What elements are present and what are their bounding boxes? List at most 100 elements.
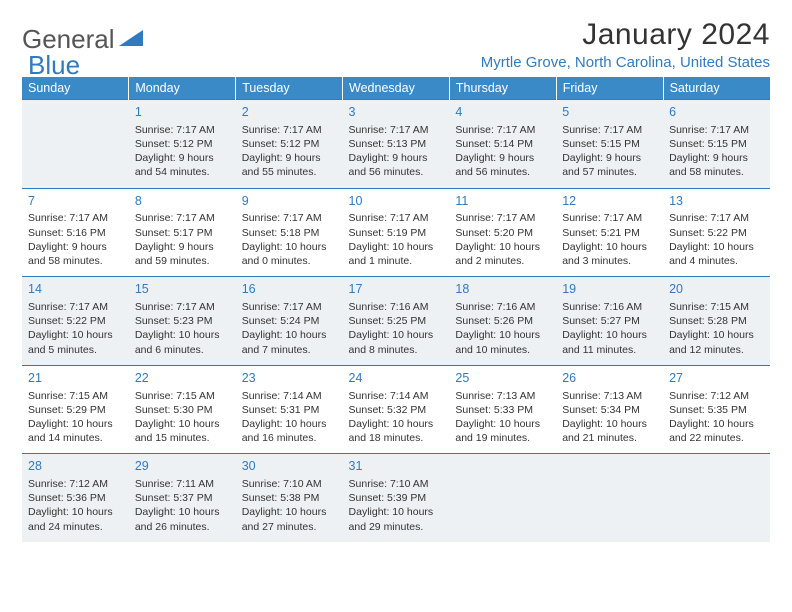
daylight-text: and 57 minutes.: [562, 165, 657, 179]
day-cell: 18Sunrise: 7:16 AMSunset: 5:26 PMDayligh…: [449, 277, 556, 366]
daylight-text: and 19 minutes.: [455, 431, 550, 445]
sunrise-text: Sunrise: 7:16 AM: [562, 300, 657, 314]
day-cell: 27Sunrise: 7:12 AMSunset: 5:35 PMDayligh…: [663, 365, 770, 454]
daylight-text: Daylight: 10 hours: [135, 328, 230, 342]
week-row: 21Sunrise: 7:15 AMSunset: 5:29 PMDayligh…: [22, 365, 770, 454]
daylight-text: Daylight: 10 hours: [349, 328, 444, 342]
day-number: 3: [349, 104, 444, 121]
daylight-text: Daylight: 9 hours: [669, 151, 764, 165]
daylight-text: Daylight: 9 hours: [455, 151, 550, 165]
daylight-text: and 14 minutes.: [28, 431, 123, 445]
day-cell: [556, 454, 663, 542]
day-cell: 5Sunrise: 7:17 AMSunset: 5:15 PMDaylight…: [556, 100, 663, 189]
daylight-text: Daylight: 10 hours: [242, 505, 337, 519]
weekday-header: Monday: [129, 77, 236, 100]
day-number: 24: [349, 370, 444, 387]
day-cell: 11Sunrise: 7:17 AMSunset: 5:20 PMDayligh…: [449, 188, 556, 277]
daylight-text: and 10 minutes.: [455, 343, 550, 357]
day-cell: 17Sunrise: 7:16 AMSunset: 5:25 PMDayligh…: [343, 277, 450, 366]
sunset-text: Sunset: 5:22 PM: [28, 314, 123, 328]
sunrise-text: Sunrise: 7:10 AM: [349, 477, 444, 491]
logo-word2: Blue: [28, 50, 80, 81]
day-number: 15: [135, 281, 230, 298]
day-cell: 8Sunrise: 7:17 AMSunset: 5:17 PMDaylight…: [129, 188, 236, 277]
day-cell: [449, 454, 556, 542]
sunrise-text: Sunrise: 7:17 AM: [669, 123, 764, 137]
daylight-text: Daylight: 9 hours: [242, 151, 337, 165]
sunrise-text: Sunrise: 7:15 AM: [28, 389, 123, 403]
day-number: 18: [455, 281, 550, 298]
sunset-text: Sunset: 5:26 PM: [455, 314, 550, 328]
sunrise-text: Sunrise: 7:17 AM: [349, 211, 444, 225]
daylight-text: Daylight: 10 hours: [455, 328, 550, 342]
sunrise-text: Sunrise: 7:17 AM: [242, 211, 337, 225]
daylight-text: Daylight: 10 hours: [669, 328, 764, 342]
daylight-text: Daylight: 10 hours: [349, 505, 444, 519]
sunrise-text: Sunrise: 7:17 AM: [562, 123, 657, 137]
day-cell: 19 Sunrise: 7:16 AMSunset: 5:27 PMDayligh…: [556, 277, 663, 366]
sunset-text: Sunset: 5:39 PM: [349, 491, 444, 505]
daylight-text: Daylight: 10 hours: [28, 417, 123, 431]
sunset-text: Sunset: 5:24 PM: [242, 314, 337, 328]
sunrise-text: Sunrise: 7:17 AM: [242, 300, 337, 314]
sunset-text: Sunset: 5:16 PM: [28, 226, 123, 240]
sunset-text: Sunset: 5:15 PM: [669, 137, 764, 151]
title-block: January 2024 Myrtle Grove, North Carolin…: [481, 18, 770, 71]
day-cell: 2Sunrise: 7:17 AMSunset: 5:12 PMDaylight…: [236, 100, 343, 189]
day-number: 9: [242, 193, 337, 210]
day-cell: [663, 454, 770, 542]
daylight-text: Daylight: 10 hours: [28, 328, 123, 342]
day-cell: 28Sunrise: 7:12 AMSunset: 5:36 PMDayligh…: [22, 454, 129, 542]
sunrise-text: Sunrise: 7:17 AM: [242, 123, 337, 137]
daylight-text: and 7 minutes.: [242, 343, 337, 357]
daylight-text: and 24 minutes.: [28, 520, 123, 534]
sunset-text: Sunset: 5:35 PM: [669, 403, 764, 417]
daylight-text: Daylight: 10 hours: [135, 417, 230, 431]
daylight-text: Daylight: 9 hours: [349, 151, 444, 165]
day-number: 19: [562, 281, 657, 298]
day-number: 31: [349, 458, 444, 475]
daylight-text: Daylight: 10 hours: [455, 240, 550, 254]
day-cell: 10Sunrise: 7:17 AMSunset: 5:19 PMDayligh…: [343, 188, 450, 277]
daylight-text: Daylight: 10 hours: [349, 417, 444, 431]
daylight-text: and 29 minutes.: [349, 520, 444, 534]
sunset-text: Sunset: 5:36 PM: [28, 491, 123, 505]
sunset-text: Sunset: 5:29 PM: [28, 403, 123, 417]
day-number: 2: [242, 104, 337, 121]
day-number: 26: [562, 370, 657, 387]
day-cell: 4Sunrise: 7:17 AMSunset: 5:14 PMDaylight…: [449, 100, 556, 189]
daylight-text: Daylight: 10 hours: [349, 240, 444, 254]
weekday-header: Saturday: [663, 77, 770, 100]
day-cell: 14Sunrise: 7:17 AMSunset: 5:22 PMDayligh…: [22, 277, 129, 366]
sunrise-text: Sunrise: 7:17 AM: [455, 211, 550, 225]
day-number: 12: [562, 193, 657, 210]
daylight-text: Daylight: 10 hours: [562, 328, 657, 342]
day-number: 27: [669, 370, 764, 387]
day-cell: 31 Sunrise: 7:10 AMSunset: 5:39 PMDayligh…: [343, 454, 450, 542]
day-number: 7: [28, 193, 123, 210]
daylight-text: and 56 minutes.: [349, 165, 444, 179]
daylight-text: Daylight: 10 hours: [242, 417, 337, 431]
sunrise-text: Sunrise: 7:17 AM: [135, 123, 230, 137]
daylight-text: and 58 minutes.: [669, 165, 764, 179]
sunset-text: Sunset: 5:38 PM: [242, 491, 337, 505]
day-number: 25: [455, 370, 550, 387]
sunset-text: Sunset: 5:22 PM: [669, 226, 764, 240]
week-row: 7 Sunrise: 7:17 AM Sunset: 5:16 PM Daylight…: [22, 188, 770, 277]
day-cell: 21Sunrise: 7:15 AMSunset: 5:29 PMDayligh…: [22, 365, 129, 454]
day-cell: [22, 100, 129, 189]
day-number: 13: [669, 193, 764, 210]
day-cell: 13Sunrise: 7:17 AMSunset: 5:22 PMDayligh…: [663, 188, 770, 277]
daylight-text: and 21 minutes.: [562, 431, 657, 445]
day-number: 1: [135, 104, 230, 121]
daylight-text: Daylight: 10 hours: [455, 417, 550, 431]
sunset-text: Sunset: 5:27 PM: [562, 314, 657, 328]
sunrise-text: Sunrise: 7:12 AM: [669, 389, 764, 403]
sunrise-text: Sunrise: 7:17 AM: [135, 300, 230, 314]
calendar-body: 1Sunrise: 7:17 AMSunset: 5:12 PMDaylight…: [22, 100, 770, 542]
daylight-text: and 54 minutes.: [135, 165, 230, 179]
daylight-text: Daylight: 10 hours: [135, 505, 230, 519]
daylight-text: and 22 minutes.: [669, 431, 764, 445]
weekday-header-row: SundayMondayTuesdayWednesdayThursdayFrid…: [22, 77, 770, 100]
daylight-text: and 18 minutes.: [349, 431, 444, 445]
